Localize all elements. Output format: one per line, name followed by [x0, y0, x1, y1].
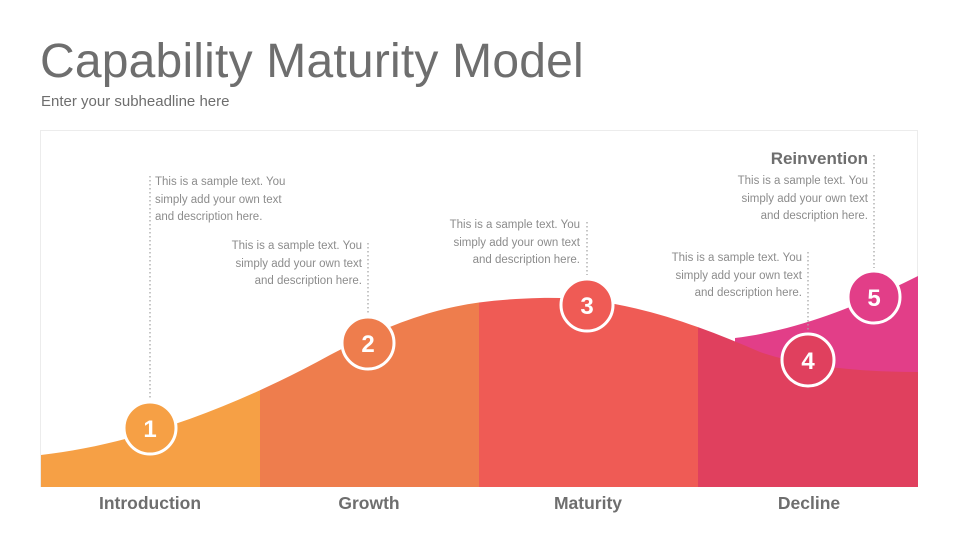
stage-4-description-line: and description here.: [694, 287, 802, 299]
stage-4-description-line: simply add your own text: [675, 269, 802, 282]
stage-1-description-line: simply add your own text: [155, 193, 282, 206]
stage-5-description: This is a sample text. You simply add yo…: [717, 173, 868, 226]
stage-number-3: 3: [580, 293, 593, 320]
stage-circle-1: [122, 400, 178, 456]
stage-marker-1: 1: [122, 400, 178, 456]
reinvention-heading: Reinvention: [770, 149, 868, 168]
stage-label-introduction: Introduction: [98, 493, 202, 513]
stage-2-description-line: and description here.: [254, 275, 362, 287]
stage-marker-3: 3: [559, 277, 615, 333]
stage-5-description-line: This is a sample text. You: [737, 175, 868, 187]
stage-number-5: 5: [867, 285, 880, 312]
stage-circle-5: [846, 269, 902, 325]
decline-area: [698, 327, 918, 487]
stage-2-description-line: This is a sample text. You: [231, 240, 362, 252]
stage-2-description-line: simply add your own text: [235, 257, 362, 270]
stage-number-1: 1: [143, 416, 156, 443]
stage-circle-3: [559, 277, 615, 333]
maturity-area: [479, 297, 698, 487]
growth-area: [260, 302, 479, 487]
stage-marker-5: 5: [846, 269, 902, 325]
stage-3-description-line: simply add your own text: [453, 236, 580, 249]
stage-3-description-line: and description here.: [472, 254, 580, 266]
stage-label-growth: Growth: [338, 493, 400, 513]
stage-marker-4: 4: [780, 332, 836, 388]
stage-1-description: This is a sample text. You simply add yo…: [155, 174, 285, 227]
stage-5-description-line: and description here.: [760, 210, 868, 222]
stage-5-description-line: simply add your own text: [741, 192, 868, 205]
stage-3-description-line: This is a sample text. You: [449, 219, 580, 231]
stage-4-description-line: This is a sample text. You: [671, 252, 802, 264]
stage-circle-4: [780, 332, 836, 388]
stage-circle-2: [340, 315, 396, 371]
stage-marker-2: 2: [340, 315, 396, 371]
stage-number-2: 2: [361, 331, 374, 358]
page-subtitle: Enter your subheadline here: [41, 93, 230, 110]
page-title: Capability Maturity Model: [40, 35, 584, 88]
stage-number-4: 4: [801, 348, 815, 375]
stage-4-description: This is a sample text. You simply add yo…: [652, 250, 802, 303]
stage-2-description: This is a sample text. You simply add yo…: [212, 238, 362, 291]
stage-label-decline: Decline: [777, 493, 841, 513]
stage-1-description-line: and description here.: [155, 211, 263, 223]
stage-3-description: This is a sample text. You simply add yo…: [430, 217, 580, 270]
stage-label-maturity: Maturity: [553, 493, 623, 513]
stage-1-description-line: This is a sample text. You: [155, 176, 286, 188]
